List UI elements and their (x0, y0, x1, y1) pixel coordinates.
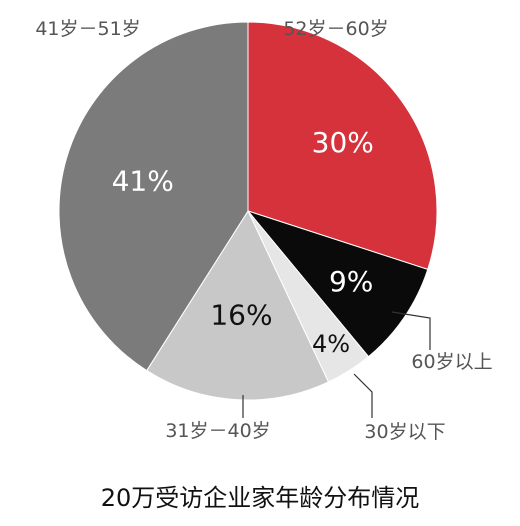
slice-category-label: 30岁以下 (364, 421, 445, 443)
leader-line (391, 311, 431, 350)
pie-slice (246, 209, 429, 358)
slice-value-label: 41% (112, 164, 174, 197)
slice-category-label: 41岁－51岁 (35, 18, 140, 40)
slice-category-label: 60岁以上 (411, 351, 492, 373)
pie-slice (247, 21, 438, 271)
slice-value-label: 30% (312, 126, 374, 159)
slice-value-label: 9% (329, 265, 373, 298)
slice-category-label: 52岁－60岁 (283, 18, 388, 40)
chart-title: 20万受访企业家年龄分布情况 (100, 484, 420, 512)
slice-value-label: 16% (210, 299, 272, 332)
pie-slice (146, 209, 330, 401)
slice-value-label: 4% (312, 330, 350, 358)
leader-line (353, 373, 373, 418)
pie-slice (58, 21, 249, 372)
slice-category-label: 31岁－40岁 (165, 420, 270, 442)
